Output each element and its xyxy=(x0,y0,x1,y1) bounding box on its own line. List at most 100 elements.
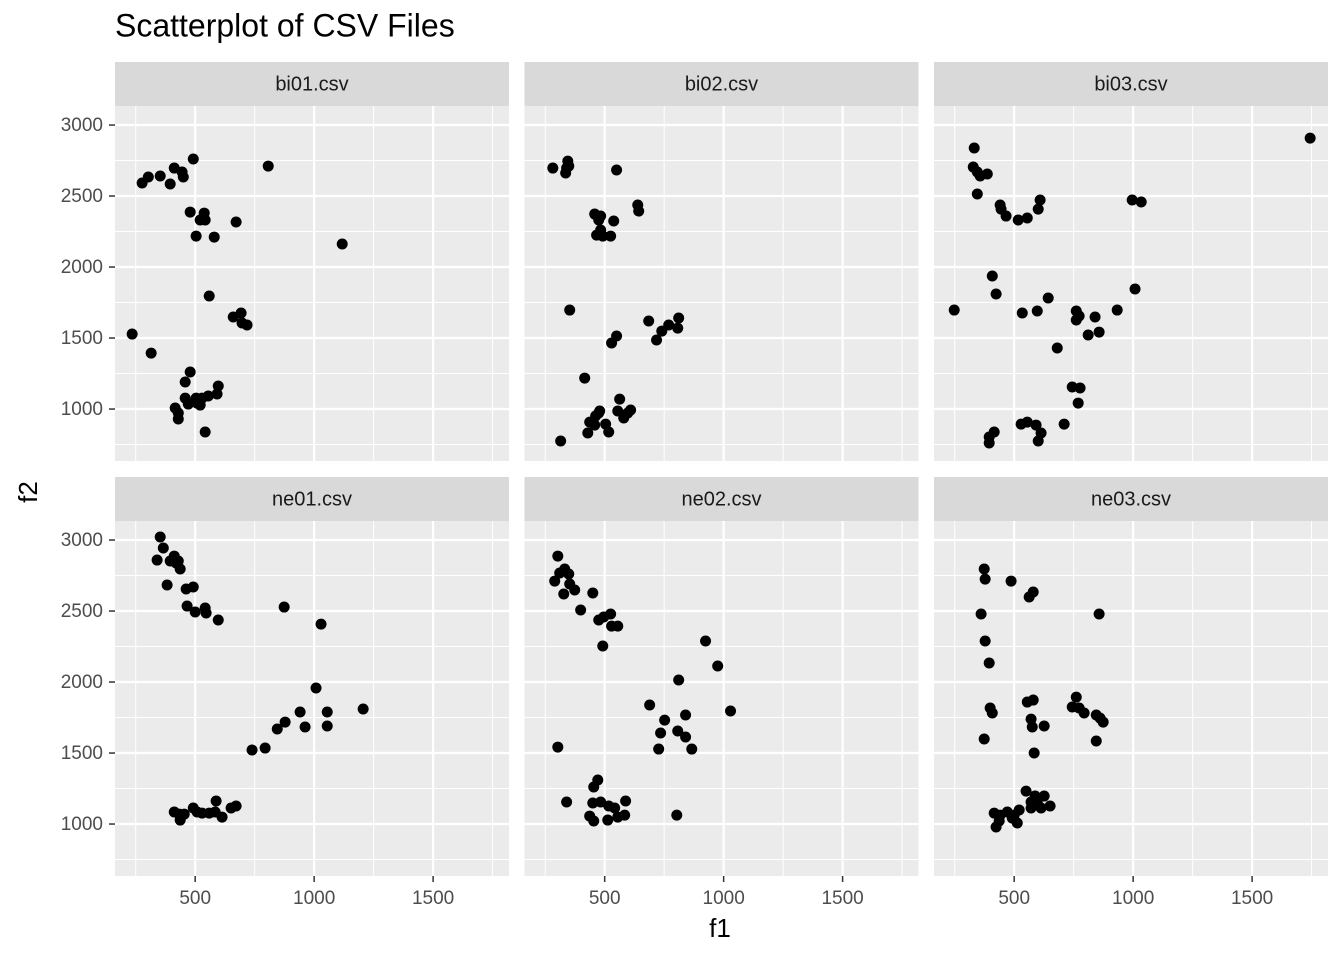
point xyxy=(1020,785,1032,797)
point xyxy=(315,618,327,630)
point xyxy=(561,796,573,808)
point xyxy=(620,795,632,807)
point xyxy=(179,376,191,388)
point xyxy=(157,542,169,554)
point xyxy=(336,238,348,250)
point xyxy=(212,614,224,626)
point xyxy=(259,742,271,754)
point xyxy=(1038,790,1050,802)
point xyxy=(563,568,575,580)
x-axis-label: f1 xyxy=(709,913,731,943)
point xyxy=(1032,203,1044,215)
point xyxy=(1051,342,1063,354)
panel-background xyxy=(115,521,509,876)
point xyxy=(1011,817,1023,829)
point xyxy=(555,435,567,447)
x-tick-label: 500 xyxy=(589,888,621,909)
point xyxy=(593,407,605,419)
point xyxy=(1000,210,1012,222)
point xyxy=(655,727,667,739)
point xyxy=(1135,196,1147,208)
point xyxy=(216,811,228,823)
point xyxy=(126,328,138,340)
point xyxy=(582,427,594,439)
point xyxy=(588,781,600,793)
point xyxy=(673,674,685,686)
point xyxy=(154,531,166,543)
point xyxy=(279,716,291,728)
point xyxy=(151,554,163,566)
point xyxy=(948,304,960,316)
facet-title: bi01.csv xyxy=(275,73,348,95)
point xyxy=(686,743,698,755)
facet-title: bi02.csv xyxy=(685,73,758,95)
point xyxy=(1126,194,1138,206)
point xyxy=(1304,132,1316,144)
point xyxy=(1023,591,1035,603)
point xyxy=(1038,720,1050,732)
point xyxy=(1097,716,1109,728)
panel-background xyxy=(524,106,919,461)
point xyxy=(1082,329,1094,341)
point xyxy=(1089,311,1101,323)
point xyxy=(187,581,199,593)
x-tick-label: 1500 xyxy=(412,888,454,909)
point xyxy=(142,171,154,183)
point xyxy=(181,600,193,612)
point xyxy=(1034,194,1046,206)
point xyxy=(1005,575,1017,587)
point xyxy=(990,288,1002,300)
point xyxy=(190,230,202,242)
point xyxy=(294,706,306,718)
facet-strip xyxy=(524,477,919,521)
point xyxy=(564,304,576,316)
point xyxy=(569,584,581,596)
point xyxy=(203,290,215,302)
point xyxy=(680,731,692,743)
y-tick-label: 1500 xyxy=(61,743,103,764)
y-tick-label: 3000 xyxy=(61,115,103,136)
point xyxy=(614,393,626,405)
point xyxy=(552,550,564,562)
point xyxy=(653,743,665,755)
point xyxy=(310,682,322,694)
point xyxy=(561,162,573,174)
point xyxy=(983,657,995,669)
point xyxy=(357,703,369,715)
x-tick-label: 500 xyxy=(179,888,211,909)
point xyxy=(725,705,737,717)
point xyxy=(986,270,998,282)
point xyxy=(700,635,712,647)
point xyxy=(172,413,184,425)
point xyxy=(633,205,645,217)
facet-strip xyxy=(524,62,919,106)
point xyxy=(145,347,157,359)
point xyxy=(983,437,995,449)
point xyxy=(210,795,222,807)
point xyxy=(321,720,333,732)
facet-strip xyxy=(115,62,509,106)
x-tick-label: 1500 xyxy=(1231,888,1273,909)
point xyxy=(1129,283,1141,295)
point xyxy=(659,714,671,726)
point xyxy=(672,725,684,737)
point xyxy=(978,733,990,745)
point xyxy=(184,206,196,218)
point xyxy=(1025,802,1037,814)
point xyxy=(558,588,570,600)
point xyxy=(602,814,614,826)
facet-title: ne03.csv xyxy=(1091,488,1171,510)
point xyxy=(605,608,617,620)
x-tick-label: 1000 xyxy=(703,888,745,909)
point xyxy=(241,319,253,331)
point xyxy=(549,575,561,587)
point xyxy=(968,142,980,154)
point xyxy=(605,230,617,242)
point xyxy=(588,815,600,827)
y-tick-label: 1000 xyxy=(61,814,103,835)
point xyxy=(656,325,668,337)
facet-strip xyxy=(934,62,1328,106)
x-tick-label: 1500 xyxy=(821,888,863,909)
point xyxy=(164,178,176,190)
point xyxy=(1028,747,1040,759)
